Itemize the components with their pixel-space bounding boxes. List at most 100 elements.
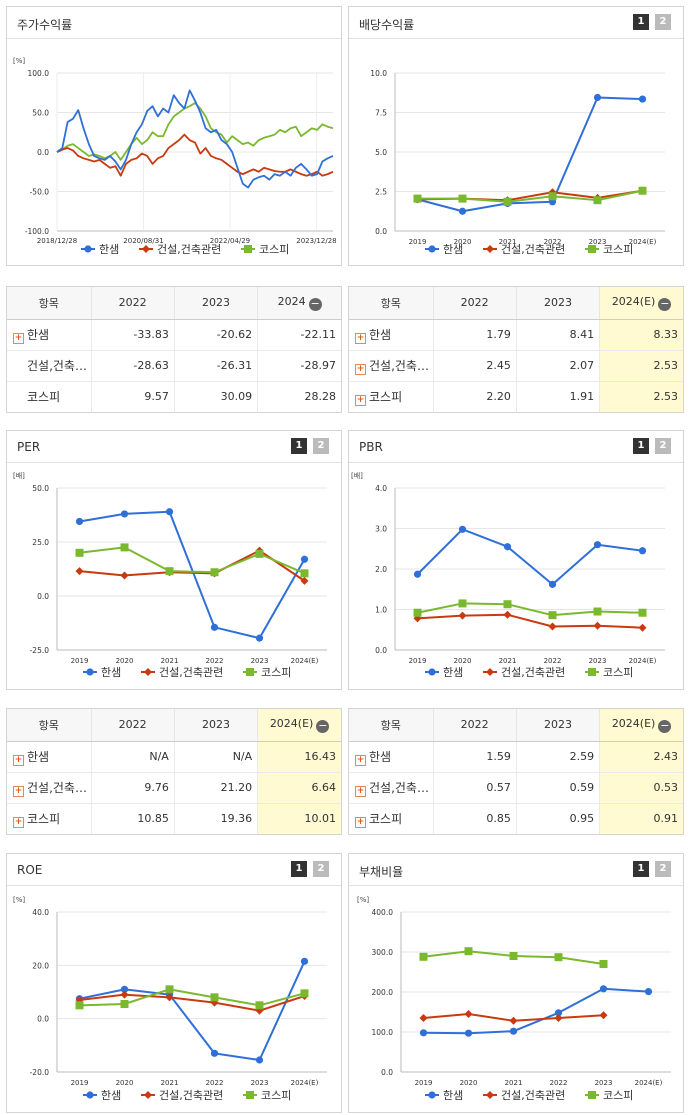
tab-2-button[interactable]: 2 <box>655 861 671 877</box>
x-tick-label: 2024(E) <box>291 657 319 665</box>
plus-icon[interactable]: + <box>355 363 366 375</box>
cell: 8.41 <box>515 318 600 350</box>
row-label[interactable]: + 한샘 <box>7 740 91 772</box>
unit-label: [배] <box>351 471 363 480</box>
tab-2-button[interactable]: 2 <box>655 14 671 30</box>
data-point <box>509 1016 518 1025</box>
pbr-chart: [배] 4.0 3.0 2.0 1.0 0.0 2019 2020 2021 2022 2023 20… <box>351 471 665 679</box>
plus-icon[interactable]: + <box>355 394 366 406</box>
data-point <box>419 1014 428 1022</box>
plus-icon[interactable]: + <box>355 816 366 828</box>
minus-icon[interactable]: − <box>658 296 672 311</box>
row-label[interactable]: + 한샘 <box>349 318 433 350</box>
cell: 9.76 <box>90 771 175 803</box>
data-point <box>300 989 309 998</box>
y-tick-label: 3.0 <box>375 525 387 534</box>
col-header-label: 2024(E) <box>611 716 656 730</box>
tab-2-button[interactable]: 2 <box>313 861 329 877</box>
minus-icon[interactable]: − <box>316 718 330 733</box>
debt-ratio-panel: 부채비율 1 2 [%] 400.0 300.0 200.0 100.0 0.0 2019 2… <box>348 853 684 1113</box>
data-point <box>458 194 467 203</box>
x-tick-label: 2023 <box>251 657 269 665</box>
row-label[interactable]: + 한샘 <box>7 318 91 350</box>
cell: 1.91 <box>515 380 600 412</box>
legend-label: 코스피 <box>259 243 289 256</box>
pbr-panel: PBR 1 2 [배] 4.0 3.0 2.0 1.0 0.0 2019 2020 2021 20… <box>348 430 684 690</box>
table-row: + 한샘 1.79 8.41 8.33 <box>349 318 683 350</box>
tab-1-button[interactable]: 1 <box>633 14 649 30</box>
cell: 9.57 <box>90 380 175 412</box>
data-point <box>486 668 494 676</box>
x-tick-label: 2018/12/28 <box>37 237 77 245</box>
data-point <box>75 548 84 557</box>
col-header: 2023 <box>173 287 258 320</box>
data-point <box>638 623 647 632</box>
data-point <box>246 668 254 676</box>
per-table-panel: 항목 2022 2023 2024(E) − + 한샘 N/A N/A 16.43 … <box>6 708 342 835</box>
minus-icon[interactable]: − <box>658 718 672 733</box>
tab-1-button[interactable]: 1 <box>291 861 307 877</box>
data-point <box>554 953 563 962</box>
per-table: 항목 2022 2023 2024(E) − + 한샘 N/A N/A 16.43 … <box>7 709 341 834</box>
row-name: 코스피 <box>27 811 61 826</box>
cell: -22.11 <box>257 318 341 350</box>
debt-ratio-chart: [%]400.0 300.0 200.0 100.0 0.0 2019 2020 2021 20… <box>357 896 671 1102</box>
minus-icon[interactable]: − <box>308 296 322 311</box>
plus-icon[interactable]: + <box>13 754 24 766</box>
data-point <box>588 668 596 676</box>
cell: 6.64 <box>257 771 341 803</box>
plus-icon[interactable]: + <box>13 785 24 797</box>
data-point <box>503 610 512 619</box>
y-tick-label: 100.0 <box>28 69 50 78</box>
tab-1-button[interactable]: 1 <box>291 438 307 454</box>
data-point <box>75 517 84 526</box>
row-label[interactable]: + 코스피 <box>349 802 433 834</box>
plus-icon[interactable]: + <box>13 332 24 344</box>
row-label[interactable]: + 코스피 <box>349 380 433 412</box>
data-point <box>638 547 647 555</box>
y-tick-label: 0.0 <box>381 1068 393 1077</box>
row-label[interactable]: + 건설,건축… <box>349 349 433 381</box>
cell: -26.31 <box>173 349 258 381</box>
data-point <box>458 599 467 608</box>
data-point <box>464 947 473 956</box>
series-line <box>417 602 643 617</box>
data-point <box>144 1091 152 1099</box>
legend-label: 건설,건축관련 <box>157 243 221 256</box>
y-tick-label: 200.0 <box>372 988 394 997</box>
panel-title: PBR <box>359 440 383 454</box>
data-point <box>554 1014 563 1022</box>
tab-2-button[interactable]: 2 <box>655 438 671 454</box>
legend-label: 코스피 <box>603 243 633 256</box>
col-header: 2024(E) − <box>599 709 683 742</box>
x-tick-label: 2024(E) <box>629 657 657 665</box>
data-point <box>255 634 264 642</box>
x-tick-label: 2019 <box>409 657 427 665</box>
row-name: 한샘 <box>369 327 392 342</box>
row-label[interactable]: + 건설,건축… <box>349 771 433 803</box>
unit-label: [%] <box>13 57 25 65</box>
roe-panel: ROE 1 2 [%] 40.0 20.0 0.0 -20.0 2019 2020 2021 2… <box>6 853 342 1113</box>
table-row: + 한샘 1.59 2.59 2.43 <box>349 740 683 772</box>
row-label[interactable]: + 건설,건축… <box>7 771 91 803</box>
data-point <box>458 525 467 533</box>
legend-label: 코스피 <box>261 666 291 679</box>
data-point <box>246 1091 254 1099</box>
series-line <box>79 988 305 1007</box>
plus-icon[interactable]: + <box>355 785 366 797</box>
tab-2-button[interactable]: 2 <box>313 438 329 454</box>
y-tick-label: 40.0 <box>32 908 49 917</box>
plus-icon[interactable]: + <box>13 816 24 828</box>
plus-icon[interactable]: + <box>355 332 366 344</box>
y-tick-label: 1.0 <box>375 606 387 615</box>
row-label[interactable]: + 코스피 <box>7 802 91 834</box>
tab-1-button[interactable]: 1 <box>633 861 649 877</box>
tab-1-button[interactable]: 1 <box>633 438 649 454</box>
row-label[interactable]: + 한샘 <box>349 740 433 772</box>
x-tick-label: 2019 <box>71 1079 89 1087</box>
plus-icon[interactable]: + <box>355 754 366 766</box>
row-name: 건설,건축… <box>369 780 429 795</box>
data-point <box>142 245 150 253</box>
y-tick-label: 5.0 <box>375 148 387 157</box>
legend-label: 한샘 <box>101 1089 121 1102</box>
